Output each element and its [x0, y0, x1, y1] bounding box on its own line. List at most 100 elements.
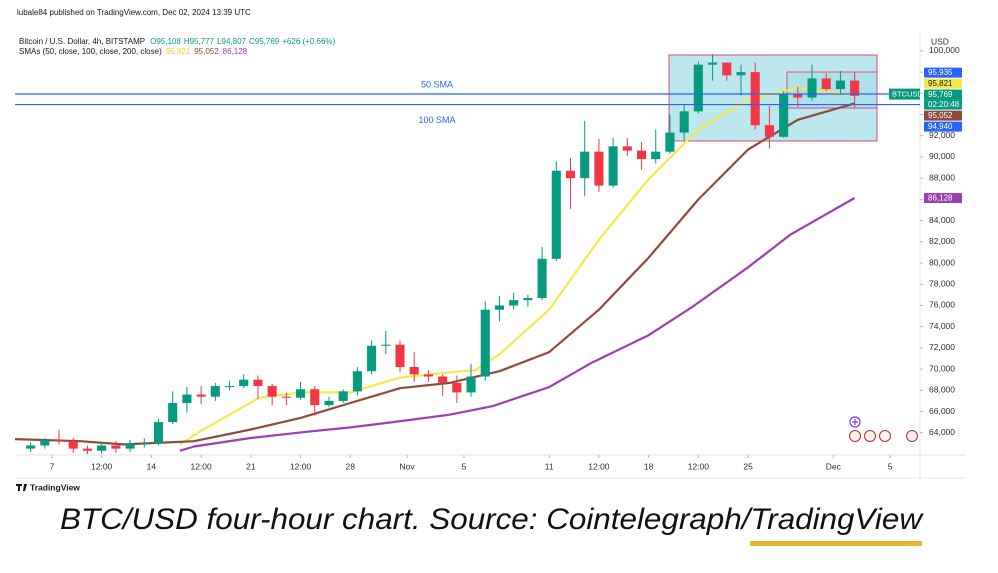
legend-symbol: Bitcoin / U.S. Dollar, 4h, BITSTAMP O95,1… [19, 37, 336, 46]
publisher: lubale84 published on TradingView.com, D… [17, 8, 251, 17]
y-tick-label: 80,000 [929, 257, 955, 267]
sma-line [179, 86, 855, 446]
x-tick-label: Nov [400, 461, 416, 471]
y-tick-label: 84,000 [929, 215, 955, 225]
caption: BTC/USD four-hour chart. Source: Cointel… [60, 503, 924, 536]
x-tick-label: 5 [462, 461, 467, 471]
candle-body [580, 151, 590, 179]
symbol-tag [889, 88, 920, 100]
sma-value: 86,128 [223, 47, 248, 56]
candle-body [125, 443, 135, 449]
symbol: Bitcoin / U.S. Dollar, 4h, BITSTAMP [19, 37, 145, 46]
candle-body [736, 72, 746, 76]
countdown: 02:20:48 [928, 100, 960, 109]
sma-legend: SMAs (50, close, 100, close, 200, close) [19, 47, 162, 56]
candle-body [168, 403, 178, 423]
candle-body [438, 376, 448, 383]
candle-body [281, 396, 291, 398]
y-tick-label: 64,000 [929, 427, 955, 437]
event-icon [852, 419, 858, 425]
candle-body [54, 440, 64, 442]
candle-body [267, 386, 277, 397]
flag-icon [864, 430, 876, 442]
candle-body [111, 445, 121, 449]
candle-body [253, 379, 263, 387]
x-tick-label: 28 [346, 461, 356, 471]
price-tag [924, 78, 962, 89]
x-tick-label: 12:00 [290, 461, 312, 471]
x-tick-label: 7 [50, 461, 55, 471]
candle-body [665, 132, 675, 152]
candle-body [850, 80, 860, 96]
candle-body [26, 445, 36, 449]
y-tick-label: 78,000 [929, 278, 955, 288]
y-tick-label: 92,000 [929, 130, 955, 140]
candle-body [296, 389, 306, 398]
y-tick-label: 90,000 [929, 151, 955, 161]
candle-body [97, 445, 107, 451]
price-tag [924, 89, 962, 100]
sma-line [15, 102, 855, 446]
candle-body [224, 386, 235, 388]
y-tick-label: 66,000 [929, 406, 955, 416]
candle-body [82, 448, 93, 451]
flag-icon [879, 430, 891, 442]
candle-body [594, 151, 604, 186]
sma-value: 95,052 [194, 47, 219, 56]
candle-body [338, 391, 348, 401]
x-tick-label: 12:00 [91, 461, 113, 471]
candle-body [196, 394, 206, 397]
candle-body [622, 146, 632, 151]
candle-body [509, 300, 519, 306]
y-tick-label: 74,000 [929, 321, 955, 331]
candle-body [409, 366, 419, 375]
candle-body [239, 379, 249, 387]
y-tick-label: 70,000 [929, 363, 955, 373]
price-tag-label: 94,940 [928, 122, 953, 131]
candle-body [679, 111, 689, 133]
countdown-box [924, 99, 962, 110]
candle-body [480, 309, 490, 377]
candle-body [750, 72, 760, 126]
ohlc: O95,108 [150, 37, 181, 46]
event-icons [849, 416, 918, 442]
candle-body [779, 94, 789, 137]
y-tick-label: 88,000 [929, 172, 955, 182]
legend-sma: SMAs (50, close, 100, close, 200, close)… [19, 47, 248, 56]
x-tick-label: 14 [147, 461, 157, 471]
range-box [786, 71, 878, 109]
candle-body [466, 376, 476, 393]
overlay: 64,000 66,000 68,000 70,000 72,000 74,000 76,0… [15, 45, 962, 471]
price-tag-label: 95,935 [928, 68, 953, 77]
price-tag [924, 110, 962, 121]
candle-body [423, 374, 433, 377]
candle-body [352, 371, 362, 392]
candle-body [210, 386, 220, 397]
candle-body [793, 94, 803, 98]
candle-body [708, 62, 718, 65]
y-tick-label: 76,000 [929, 300, 955, 310]
candle-body [835, 80, 845, 90]
ohlc: C95,769 [249, 37, 280, 46]
candle-body [636, 150, 647, 160]
ohlc: H95,777 [184, 37, 215, 46]
price-tag [924, 193, 962, 204]
candle-body [182, 394, 192, 404]
x-tick-label: 18 [644, 461, 654, 471]
sma-value: 95,821 [166, 47, 191, 56]
y-tick-label: 82,000 [929, 236, 955, 246]
ohlc: L94,807 [217, 37, 246, 46]
candle-body [537, 258, 547, 299]
candle-body [651, 151, 661, 160]
price-tag [924, 67, 962, 78]
price-tag-label: 86,128 [928, 193, 953, 202]
ohlc: +626 (+0.66%) [282, 37, 335, 46]
candle-body [367, 345, 377, 372]
x-tick-label: 21 [246, 461, 256, 471]
x-tick-label: 5 [888, 461, 893, 471]
x-tick-label: Dec [826, 461, 842, 471]
y-tick-label: 68,000 [929, 385, 955, 395]
candle-body [324, 400, 334, 406]
